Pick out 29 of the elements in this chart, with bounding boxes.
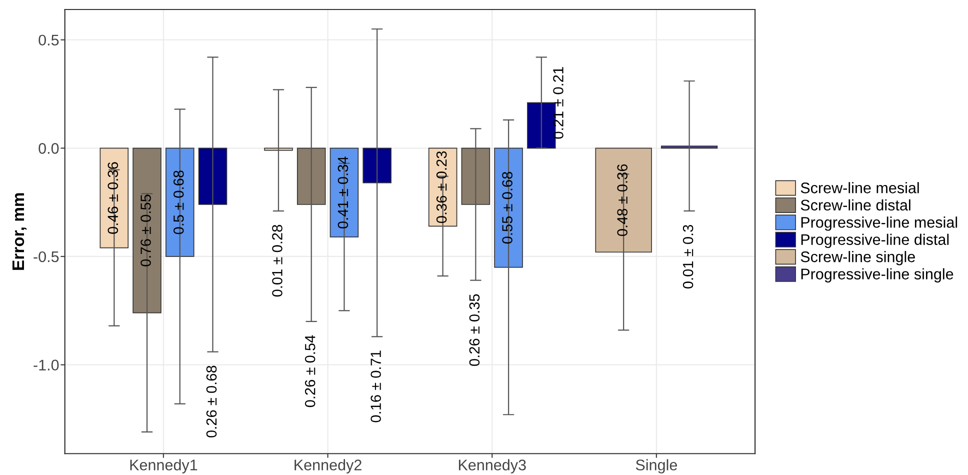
annotation: 0.26 ± 0.54 bbox=[304, 335, 316, 408]
annotation: 0.36 ± 0.23 bbox=[436, 151, 447, 224]
annotation: 0.01 ± 0.3 bbox=[682, 224, 694, 288]
annotation: 0.48 ± 0.36 bbox=[617, 164, 628, 236]
annotation: 0.21 ± 0.21 bbox=[553, 67, 564, 139]
y-tick-label: 0.0 bbox=[38, 143, 59, 154]
legend-label: Screw-line distal bbox=[800, 199, 910, 211]
legend-label: Screw-line single bbox=[800, 251, 915, 266]
annotation: 0.41 ± 0.34 bbox=[338, 156, 348, 228]
annotation: 0.55 ± 0.68 bbox=[502, 172, 512, 244]
annotation: 0.5 ± 0.68 bbox=[173, 170, 184, 234]
annotation: 0.16 ± 0.71 bbox=[370, 350, 381, 422]
x-tick-label: Kennedy2 bbox=[294, 459, 362, 474]
annotation: 0.46 ± 0.36 bbox=[108, 162, 118, 234]
y-tick-label: 0.5 bbox=[38, 34, 59, 46]
annotation: 0.76 ± 0.55 bbox=[140, 194, 151, 266]
y-tick-label: -1.0 bbox=[34, 360, 59, 370]
legend-label: Screw-line mesial bbox=[800, 182, 919, 194]
legend-label: Progressive-line distal bbox=[801, 234, 949, 248]
x-tick-label: Single bbox=[636, 459, 677, 474]
y-axis-title: Error, mm bbox=[12, 193, 27, 270]
annotation: 0.26 ± 0.35 bbox=[469, 294, 480, 366]
x-tick-label: Kennedy1 bbox=[130, 459, 198, 474]
legend-label: Progressive-line mesial bbox=[801, 216, 958, 231]
x-tick-label: Kennedy3 bbox=[458, 459, 526, 474]
annotation: 0.26 ± 0.68 bbox=[206, 366, 217, 438]
annotation: 0.01 ± 0.28 bbox=[272, 224, 282, 297]
y-tick-label: -0.5 bbox=[34, 251, 59, 262]
legend-label: Progressive-line single bbox=[801, 268, 954, 282]
